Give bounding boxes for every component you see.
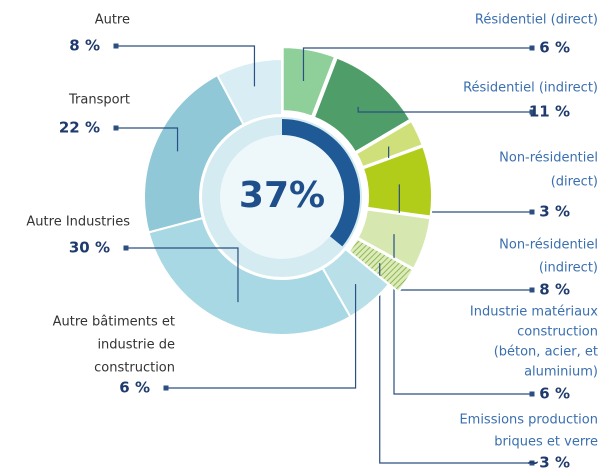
segment	[354, 119, 425, 169]
value-label: 8 %	[69, 37, 100, 55]
leader-dot	[529, 45, 535, 51]
category-label: briques et verre	[494, 435, 598, 450]
value-label: 6 %	[539, 385, 570, 403]
category-label: Autre	[95, 13, 130, 28]
segment	[147, 216, 352, 336]
leader-line	[379, 263, 532, 464]
segment	[215, 57, 283, 126]
category-label: construction	[517, 325, 598, 340]
leader-dot	[113, 43, 119, 49]
category-label: Non-résidentiel	[499, 238, 598, 253]
leader-dot	[529, 391, 535, 397]
leader-dot	[123, 245, 129, 251]
leader-line	[302, 47, 532, 81]
leader-dot	[529, 209, 535, 215]
leader-line	[357, 106, 532, 113]
category-label: Autre Industries	[26, 215, 130, 230]
segment	[281, 46, 337, 118]
leader-line	[116, 45, 256, 87]
center-label: 37%	[239, 175, 325, 216]
category-label: Industrie matériaux	[470, 305, 598, 320]
category-label: (béton, acier, et	[494, 345, 598, 360]
category-label: Emissions production	[459, 413, 598, 428]
leader-dot	[529, 460, 535, 466]
value-label: 3 %	[539, 203, 570, 221]
leader-line	[116, 127, 179, 152]
value-label: 6 %	[119, 379, 150, 397]
category-label: Résidentiel (direct)	[475, 13, 598, 28]
leader-line	[126, 247, 239, 303]
leader-dot	[529, 287, 535, 293]
segment	[361, 145, 433, 218]
highlight-arc	[282, 119, 360, 247]
value-label: 30 %	[69, 239, 110, 257]
category-label: (direct)	[551, 175, 598, 190]
category-label: construction	[94, 361, 175, 376]
segment	[312, 56, 412, 154]
leader-dot	[113, 125, 119, 131]
category-label: Autre bâtiments et	[53, 315, 175, 330]
value-label: 8 %	[539, 281, 570, 299]
value-label: ~3 %	[527, 454, 570, 471]
category-label: industrie de	[97, 338, 175, 353]
leader-line	[166, 284, 357, 389]
category-label: (indirect)	[539, 261, 598, 276]
category-label: Non-résidentiel	[499, 151, 598, 166]
value-label: 11 %	[529, 103, 570, 121]
leader-dot	[529, 109, 535, 115]
center-disc	[220, 135, 344, 259]
category-label: Transport	[68, 93, 130, 108]
category-label: Résidentiel (indirect)	[463, 81, 598, 96]
value-label: 22 %	[59, 119, 100, 137]
value-label: 6 %	[539, 39, 570, 57]
leader-dot	[163, 385, 169, 391]
category-label: aluminium)	[524, 365, 598, 380]
